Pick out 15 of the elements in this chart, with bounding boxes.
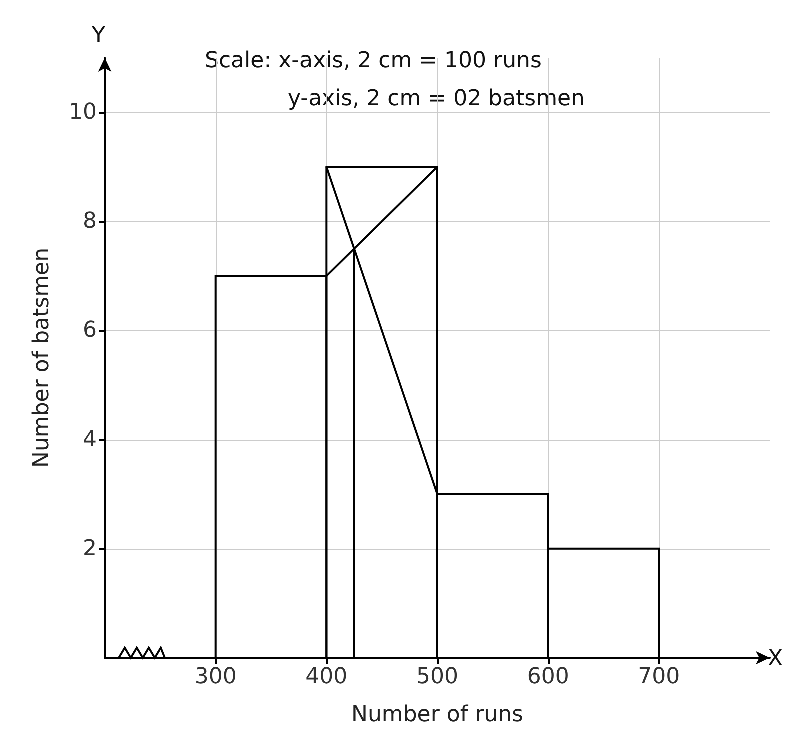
y-axis-title: Number of batsmen [30,248,54,468]
annotation: X [768,646,784,672]
y-tick-label: 6 [83,318,97,344]
y-tick-label: 8 [83,209,97,234]
x-axis-title: Number of runs [352,702,524,728]
x-tick-label: 700 [638,664,680,690]
y-tick-label: 4 [83,427,97,452]
y-tick-label: 10 [69,100,97,126]
x-tick-label: 400 [306,664,348,690]
y-tick-label: 2 [83,536,97,562]
annotation: Scale: x-axis, 2 cm = 100 runs [205,48,542,74]
x-tick-label: 300 [194,664,237,690]
text: Y [91,24,106,48]
x-tick-label: 500 [416,664,458,690]
x-tick-label: 600 [527,664,570,690]
